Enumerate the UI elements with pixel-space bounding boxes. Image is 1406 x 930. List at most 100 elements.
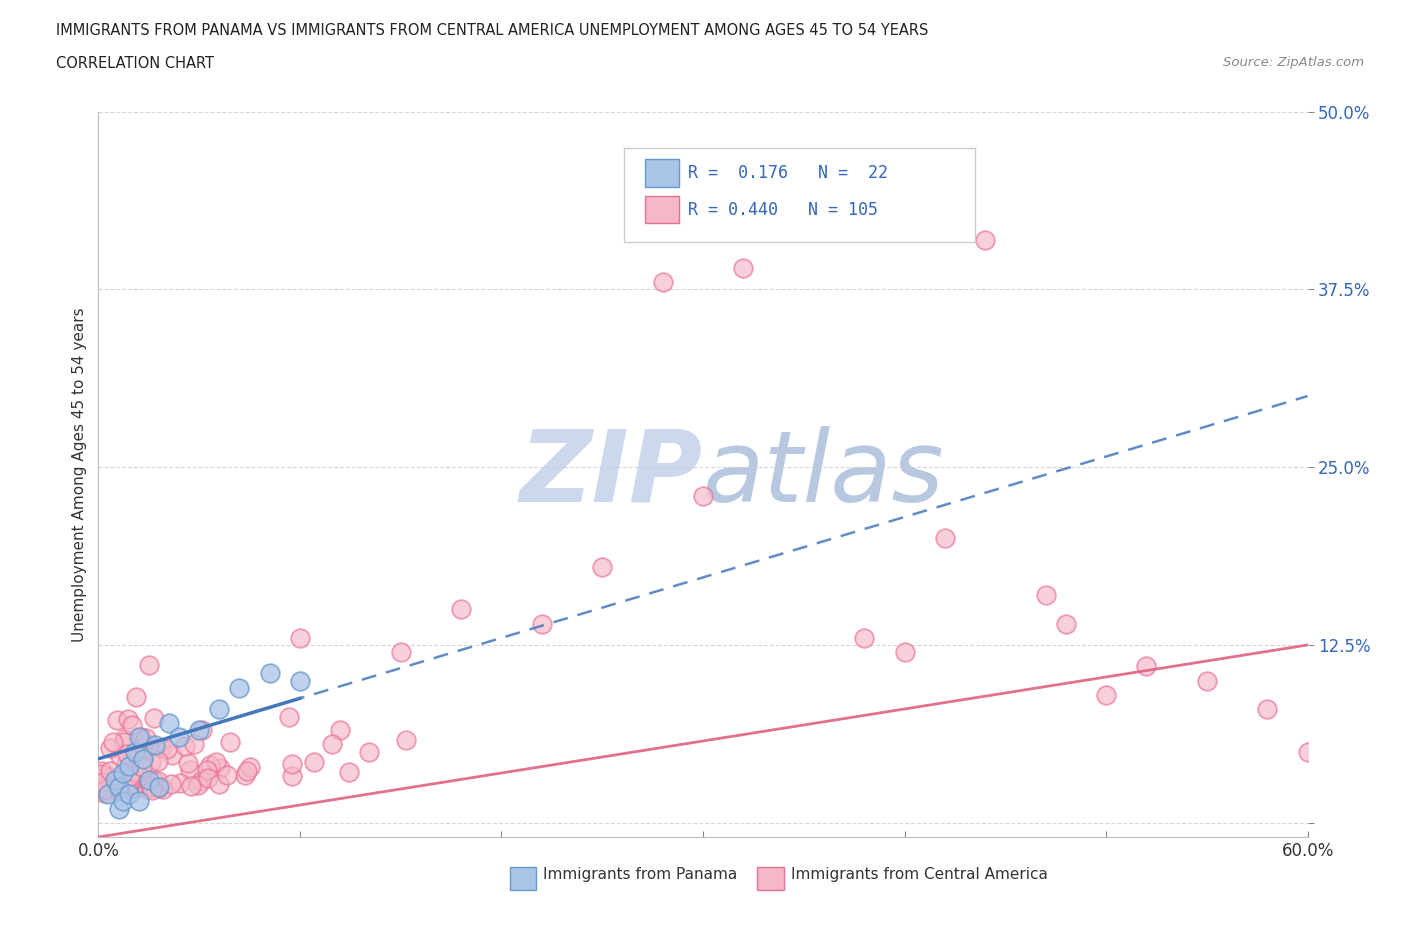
Point <box>146 780 169 795</box>
Point <box>893 644 915 659</box>
Point <box>124 744 146 759</box>
Point <box>118 768 141 783</box>
Point <box>974 232 997 247</box>
Point <box>118 759 141 774</box>
Point <box>112 731 135 746</box>
Text: R =  0.176   N =  22: R = 0.176 N = 22 <box>689 165 889 182</box>
Point <box>146 754 169 769</box>
Point <box>149 740 172 755</box>
Text: atlas: atlas <box>703 426 945 523</box>
FancyBboxPatch shape <box>624 148 976 242</box>
Point <box>1035 588 1057 603</box>
Point <box>1135 658 1157 673</box>
Point <box>98 764 121 778</box>
Bar <box>645 195 679 223</box>
Point <box>125 777 148 791</box>
Point <box>138 773 160 788</box>
Point <box>124 780 146 795</box>
Point <box>197 771 219 786</box>
Point <box>139 755 162 770</box>
Point <box>115 747 138 762</box>
Point <box>450 602 472 617</box>
Point <box>183 737 205 751</box>
Point <box>321 737 343 751</box>
Bar <box>509 867 536 890</box>
Point <box>132 751 155 766</box>
Point <box>122 764 145 779</box>
Point <box>125 689 148 704</box>
Point <box>111 765 134 780</box>
Point <box>188 723 211 737</box>
Point <box>108 749 131 764</box>
Point <box>205 755 228 770</box>
Point <box>114 735 136 750</box>
Point <box>131 751 153 765</box>
Text: Immigrants from Panama: Immigrants from Panama <box>543 867 738 883</box>
Point <box>167 730 190 745</box>
Point <box>288 631 311 645</box>
Point <box>136 782 159 797</box>
Point <box>143 774 166 789</box>
Point <box>132 736 155 751</box>
Point <box>228 680 250 695</box>
Point <box>179 763 201 777</box>
Point <box>138 658 160 672</box>
Point <box>136 775 159 790</box>
Point <box>591 559 613 574</box>
Point <box>152 781 174 796</box>
Point <box>131 741 153 756</box>
Point <box>329 723 352 737</box>
Point <box>98 740 121 755</box>
Point <box>148 774 170 789</box>
Point <box>118 779 141 794</box>
Point <box>651 275 673 290</box>
Point <box>103 780 125 795</box>
Bar <box>645 159 679 187</box>
Point <box>157 716 180 731</box>
Point <box>357 745 380 760</box>
Point <box>176 755 198 770</box>
Point <box>169 776 191 790</box>
Point <box>135 730 157 745</box>
Point <box>107 801 129 816</box>
Point <box>934 531 956 546</box>
Text: Immigrants from Central America: Immigrants from Central America <box>792 867 1047 883</box>
Point <box>117 712 139 727</box>
Point <box>139 778 162 793</box>
Point <box>208 701 231 716</box>
Point <box>121 717 143 732</box>
Point <box>207 777 229 791</box>
Point <box>288 673 311 688</box>
Point <box>1256 701 1278 716</box>
Point <box>233 768 256 783</box>
Point <box>733 260 755 275</box>
Point <box>138 737 160 752</box>
Point <box>134 744 156 759</box>
Point <box>195 763 218 777</box>
Point <box>239 760 262 775</box>
Point <box>135 740 157 755</box>
Point <box>143 711 166 725</box>
Point <box>105 712 128 727</box>
Point <box>131 730 153 745</box>
Point <box>281 757 304 772</box>
Point <box>128 794 150 809</box>
Point <box>93 782 115 797</box>
Point <box>131 759 153 774</box>
Text: CORRELATION CHART: CORRELATION CHART <box>56 56 214 71</box>
Point <box>853 631 876 645</box>
Point <box>94 767 117 782</box>
Point <box>159 777 181 791</box>
Point <box>191 723 214 737</box>
Point <box>107 779 129 794</box>
Point <box>1095 687 1118 702</box>
Point <box>117 783 139 798</box>
Point <box>91 766 114 781</box>
Point <box>108 785 131 800</box>
Point <box>103 773 125 788</box>
Point <box>180 778 202 793</box>
Point <box>190 774 212 789</box>
Point <box>125 751 148 766</box>
Text: Source: ZipAtlas.com: Source: ZipAtlas.com <box>1223 56 1364 69</box>
Point <box>156 742 179 757</box>
